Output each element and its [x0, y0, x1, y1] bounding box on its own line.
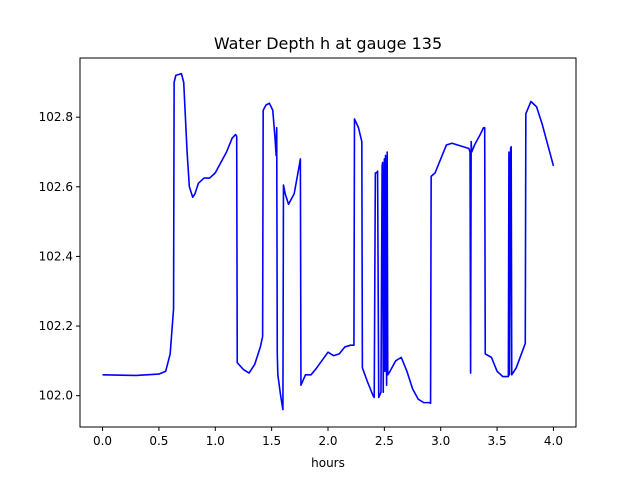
axes-frame	[79, 57, 577, 428]
x-tick-label: 2.0	[318, 434, 337, 448]
y-tick-label: 102.4	[39, 249, 73, 263]
y-tick-label: 102.2	[39, 319, 73, 333]
x-axis: 0.0 0.5 1.0 1.5 2.0 2.5 3.0 3.5 4.0	[93, 427, 563, 448]
y-tick-label: 102.0	[39, 389, 73, 403]
y-tick-label: 102.6	[39, 180, 73, 194]
x-tick-label: 4.0	[544, 434, 563, 448]
x-tick-label: 3.5	[488, 434, 507, 448]
y-tick-label: 102.8	[39, 110, 73, 124]
plot-area	[102, 72, 555, 411]
x-tick-label: 3.0	[431, 434, 450, 448]
chart-title: Water Depth h at gauge 135	[214, 34, 442, 53]
x-tick-label: 0.0	[93, 434, 112, 448]
x-axis-label: hours	[311, 456, 345, 470]
series-line-0	[102, 72, 555, 411]
x-tick-label: 2.5	[375, 434, 394, 448]
x-tick-label: 1.0	[206, 434, 225, 448]
x-tick-label: 0.5	[149, 434, 168, 448]
x-tick-label: 1.5	[262, 434, 281, 448]
y-axis: 102.0 102.2 102.4 102.6 102.8	[39, 110, 80, 403]
